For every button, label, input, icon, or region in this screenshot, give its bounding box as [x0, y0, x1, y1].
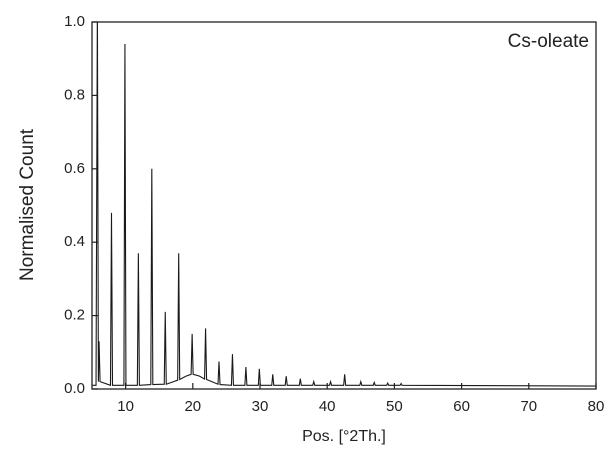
y-axis-label: Normalised Count	[17, 128, 38, 281]
y-tick-label: 1.0	[64, 13, 85, 30]
plot-frame	[91, 21, 597, 390]
y-tick-label: 0.8	[64, 86, 85, 103]
x-tick-label: 70	[520, 398, 537, 415]
x-tick-label: 60	[453, 398, 470, 415]
annotation: Cs-oleate	[508, 31, 589, 52]
x-tick-label: 50	[386, 398, 403, 415]
x-tick-label: 40	[319, 398, 336, 415]
x-tick-label: 10	[117, 398, 134, 415]
y-tick-label: 0.2	[64, 307, 85, 324]
x-tick-label: 20	[184, 398, 201, 415]
y-tick-label: 0.6	[64, 160, 85, 177]
x-axis-label: Pos. [°2Th.]	[302, 428, 386, 445]
x-tick-label: 80	[588, 398, 605, 415]
data-line	[92, 22, 596, 387]
x-tick-label: 30	[252, 398, 269, 415]
y-tick-label: 0.0	[64, 380, 85, 397]
y-tick-label: 0.4	[64, 233, 85, 250]
